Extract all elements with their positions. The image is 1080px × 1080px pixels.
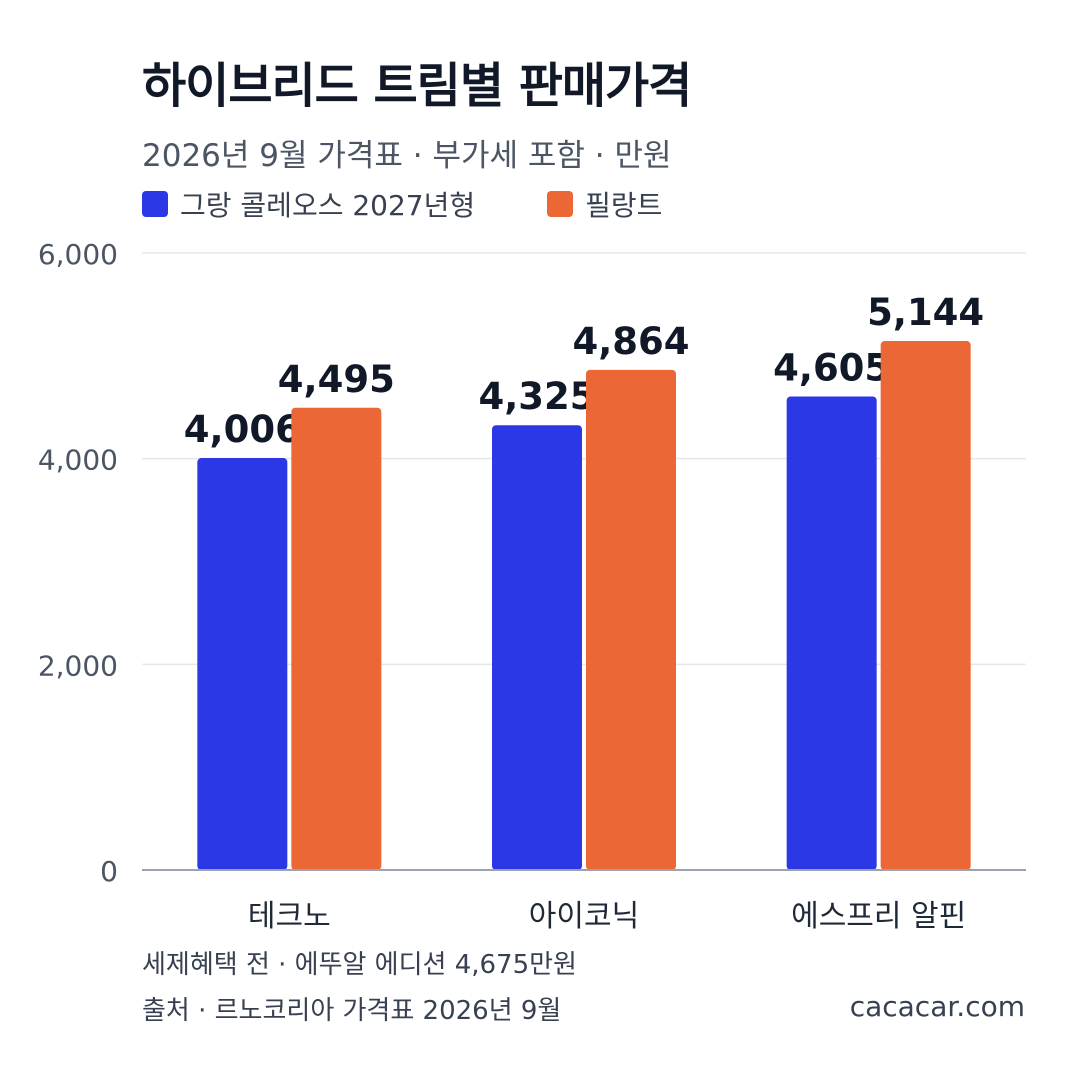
legend-item-series1: 그랑 콜레오스 2027년형 <box>142 184 475 224</box>
bar-series1 <box>197 458 288 870</box>
legend-swatch-series1 <box>142 191 168 217</box>
data-label: 4,605 <box>773 346 890 389</box>
legend-label-series2: 필랑트 <box>585 189 663 222</box>
legend-swatch-series2 <box>547 191 574 217</box>
data-label: 4,006 <box>184 408 301 451</box>
chart-subtitle: 2026년 9월 가격표 · 부가세 포함 · 만원 <box>142 138 672 174</box>
bar-series2 <box>291 407 382 870</box>
y-tick-label: 6,000 <box>38 238 118 271</box>
data-label: 5,144 <box>867 291 984 334</box>
bar-series2 <box>586 369 676 870</box>
legend-label-series1: 그랑 콜레오스 2027년형 <box>180 189 476 222</box>
data-label: 4,864 <box>572 320 689 363</box>
source-note: 출처 · 르노코리아 가격표 2026년 9월 <box>142 996 562 1026</box>
x-tick-label: 아이코닉 <box>529 899 639 934</box>
x-tick-label: 테크노 <box>248 899 331 934</box>
y-tick-label: 2,000 <box>38 649 118 682</box>
y-tick-label: 0 <box>100 855 118 888</box>
data-label: 4,495 <box>278 358 395 401</box>
site-credit: cacacar.com <box>849 990 1025 1023</box>
x-tick-label: 에스프리 알핀 <box>791 899 966 934</box>
chart-title: 하이브리드 트림별 판매가격 <box>142 58 692 114</box>
data-label: 4,325 <box>478 375 595 418</box>
bar-series2 <box>880 341 971 870</box>
bar-series1 <box>492 425 582 870</box>
bar-series1 <box>786 396 877 870</box>
legend: 그랑 콜레오스 2027년형 필랑트 <box>142 184 662 224</box>
footnote: 세제혜택 전 · 에뚜알 에디션 4,675만원 <box>142 950 577 980</box>
legend-item-series2: 필랑트 <box>547 184 662 224</box>
y-tick-label: 4,000 <box>38 444 118 477</box>
